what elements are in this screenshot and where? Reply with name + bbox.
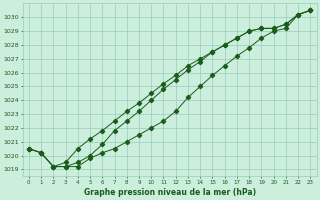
X-axis label: Graphe pression niveau de la mer (hPa): Graphe pression niveau de la mer (hPa) xyxy=(84,188,256,197)
